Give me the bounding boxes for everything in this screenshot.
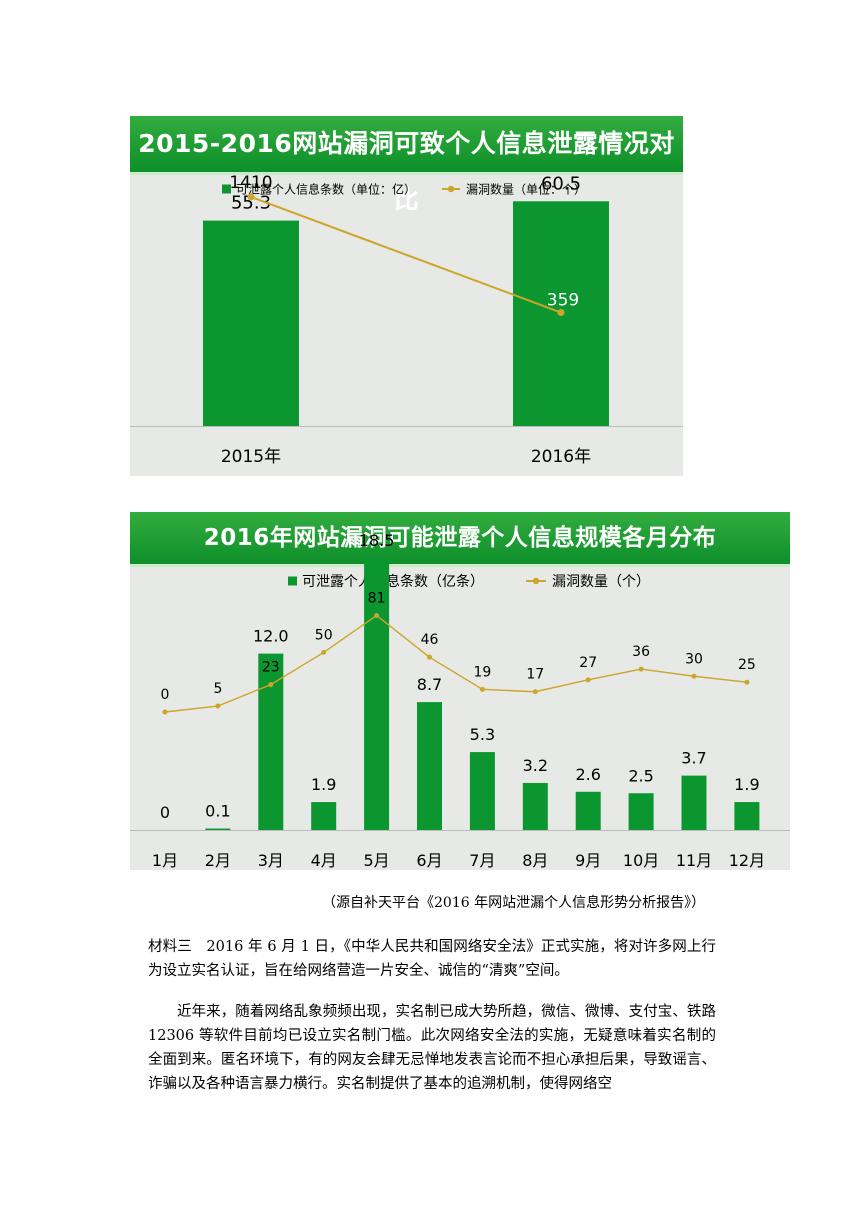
category-tick-label: 2月 — [205, 851, 231, 870]
line-point — [691, 673, 697, 679]
legend-bar-swatch — [222, 184, 231, 194]
bar — [364, 558, 390, 830]
bar — [311, 802, 337, 830]
line-point — [268, 682, 274, 688]
line-value-label: 17 — [526, 667, 544, 683]
bar — [469, 752, 495, 830]
bar-value-label: 0 — [160, 803, 170, 822]
legend-bar-label: 可泄露个人信息条数（单位：亿） — [236, 181, 416, 196]
chart-title: 2015-2016网站漏洞可致个人信息泄露情况对比 — [130, 116, 683, 214]
line-value-label: 25 — [738, 657, 756, 673]
paragraph-real-name: 近年来，随着网络乱象频频出现，实名制已成大势所趋，微信、微博、支付宝、铁路 12… — [148, 1004, 716, 1092]
legend-line-label: 漏洞数量（个） — [552, 574, 650, 590]
line-point — [162, 709, 168, 715]
line-point — [479, 686, 485, 692]
line-point — [557, 309, 565, 317]
line-value-label: 23 — [262, 660, 280, 676]
category-tick-label: 2015年 — [221, 447, 281, 467]
bar-value-label: 3.2 — [523, 756, 548, 775]
category-tick-label: 4月 — [311, 851, 337, 870]
category-tick-label: 10月 — [623, 851, 659, 870]
bar-value-label: 1.9 — [734, 775, 759, 794]
bar — [734, 802, 760, 830]
bar-value-label: 1.9 — [311, 775, 336, 794]
source-note: （源自补天平台《2016 年网站泄漏个人信息形势分析报告》） — [322, 895, 706, 911]
line-point — [744, 679, 750, 685]
line-value-label: 36 — [632, 644, 650, 660]
line-value-label: 30 — [685, 651, 703, 667]
bar-value-label: 8.7 — [417, 675, 442, 694]
category-tick-label: 1月 — [152, 851, 178, 870]
line-series-path — [164, 614, 747, 713]
line-point — [215, 703, 221, 709]
monthly-distribution-plot: 可泄露个人信息条数（亿条） 漏洞数量（个） 0 0.1 12.0 1.9 18.5 8.7 5.… — [130, 531, 790, 870]
bar — [628, 793, 654, 830]
line-value-label: 359 — [547, 291, 579, 311]
line-point — [585, 677, 591, 683]
category-tick-label: 7月 — [469, 851, 495, 870]
line-value-label: 5 — [213, 681, 222, 697]
bar — [203, 220, 299, 426]
bar-value-label: 3.7 — [681, 749, 706, 768]
leak-comparison-chart: 2015-2016网站漏洞可致个人信息泄露情况对比 可泄露个人信息条数（单位：亿… — [130, 116, 683, 476]
chart-title: 2016年网站漏洞可能泄露个人信息规模各月分布 — [130, 512, 790, 567]
leak-comparison-plot: 可泄露个人信息条数（单位：亿） 漏洞数量（单位：个） 55.3 60.5 2015年 20… — [130, 173, 683, 467]
bar-value-label: 60.5 — [541, 173, 581, 194]
line-point — [247, 193, 255, 201]
line-value-label: 1410 — [229, 173, 272, 193]
line-point — [638, 666, 644, 672]
legend-line-marker — [447, 185, 455, 193]
line-point — [321, 649, 327, 655]
line-value-label: 81 — [368, 590, 386, 606]
bar-value-label: 5.3 — [470, 725, 495, 744]
paragraph-material-three: 材料三 2016 年 6 月 1 日，《中华人民共和国网络安全法》正式实施，将对… — [148, 939, 716, 979]
bar-value-label: 18.5 — [359, 531, 395, 550]
line-value-label: 19 — [473, 664, 491, 680]
line-point — [532, 689, 538, 695]
bar-value-label: 2.6 — [575, 765, 600, 784]
bar — [417, 702, 442, 830]
category-tick-label: 5月 — [364, 851, 390, 870]
legend-line-marker — [532, 577, 540, 585]
line-point — [427, 654, 432, 660]
category-tick-label: 12月 — [729, 851, 765, 870]
category-tick-label: 3月 — [258, 851, 284, 870]
bar — [575, 791, 601, 830]
category-tick-label: 2016年 — [531, 447, 591, 467]
line-value-label: 50 — [315, 627, 333, 643]
line-value-label: 46 — [421, 632, 439, 648]
bar-value-label: 0.1 — [205, 802, 230, 821]
line-value-label: 27 — [579, 655, 597, 671]
legend-bar-swatch — [288, 576, 297, 586]
category-tick-label: 11月 — [676, 851, 712, 870]
legend-bar-label: 可泄露个人信息条数（亿条） — [302, 573, 484, 590]
bar-value-label: 2.5 — [628, 766, 653, 785]
legend-line-label: 漏洞数量（单位：个） — [466, 181, 586, 196]
line-point — [374, 612, 380, 618]
category-tick-label: 9月 — [575, 851, 601, 870]
bar — [205, 828, 231, 830]
line-value-label: 0 — [161, 687, 170, 703]
bar-value-label: 12.0 — [253, 627, 289, 646]
line-series-path — [250, 195, 562, 314]
bar-value-label: 55.3 — [231, 193, 271, 214]
category-tick-label: 6月 — [416, 851, 442, 870]
bar — [681, 775, 707, 830]
monthly-distribution-chart: 2016年网站漏洞可能泄露个人信息规模各月分布 可泄露个人信息条数（亿条） 漏洞数… — [130, 512, 790, 870]
category-tick-label: 8月 — [522, 851, 548, 870]
bar — [522, 782, 548, 830]
